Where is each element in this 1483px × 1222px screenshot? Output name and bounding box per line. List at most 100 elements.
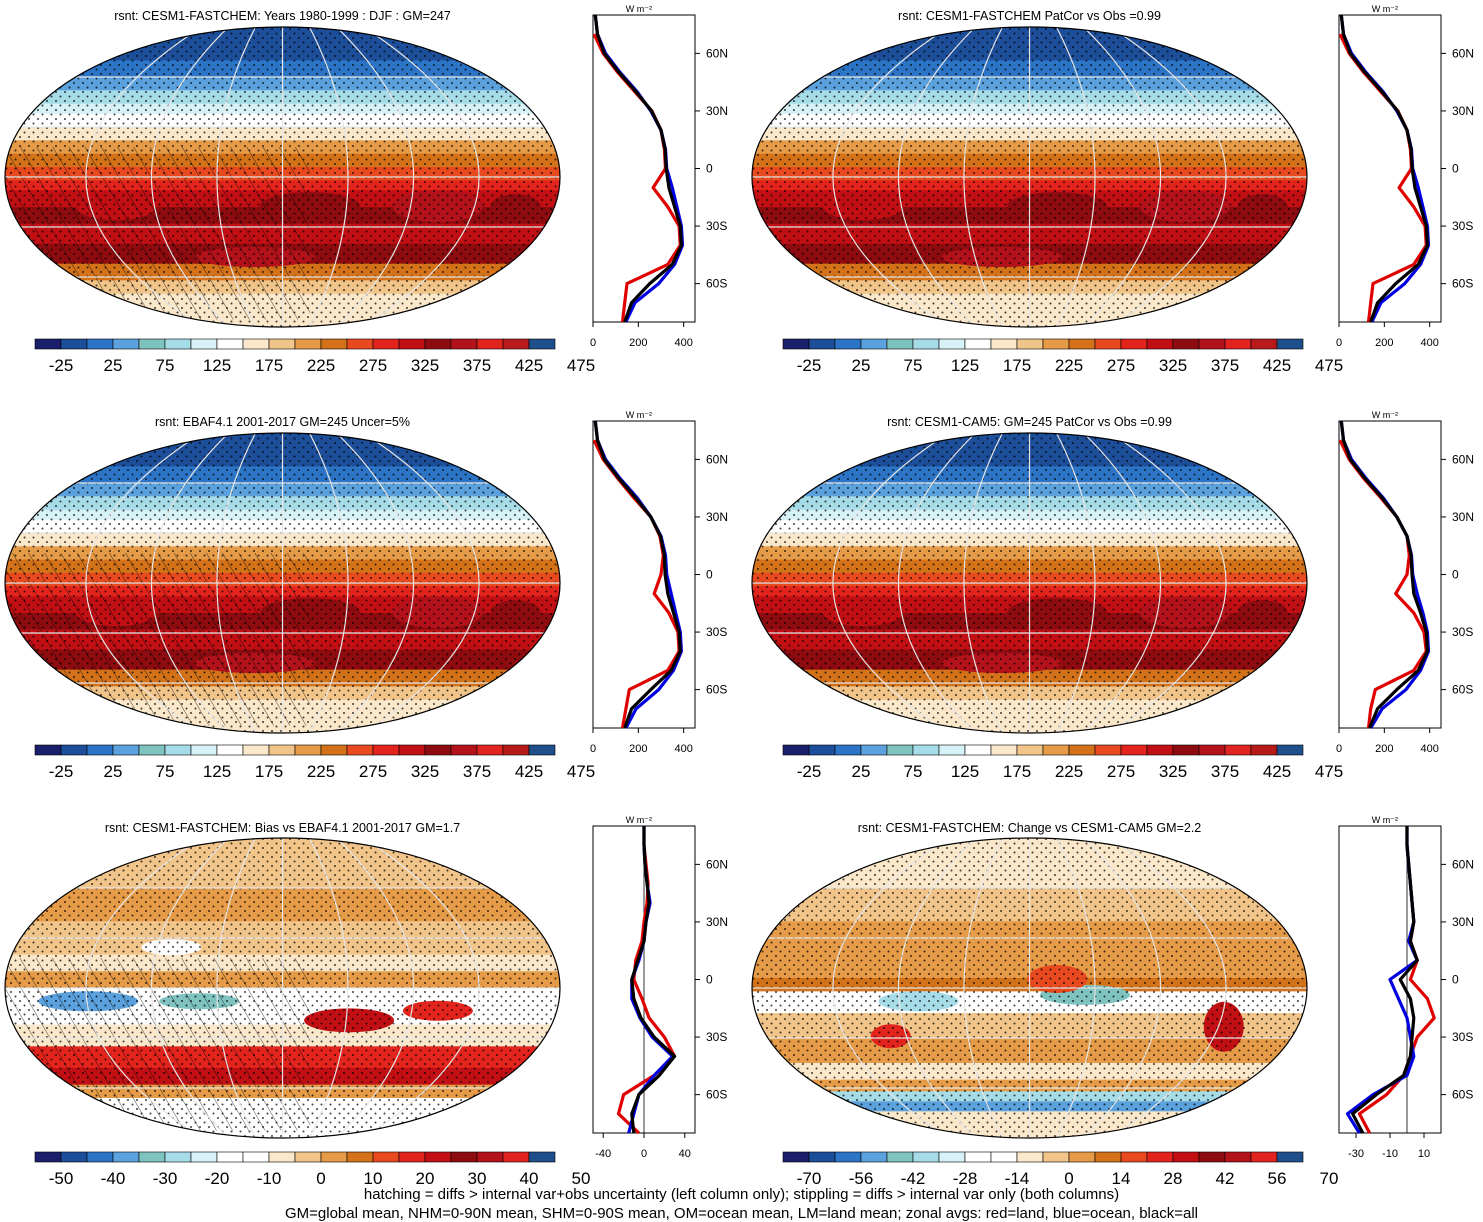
profile-xtick-label: 400 bbox=[674, 337, 692, 349]
colorbar-box bbox=[990, 744, 1018, 756]
colorbar-box bbox=[886, 1151, 914, 1163]
colorbar-label: 275 bbox=[359, 762, 387, 781]
colorbar-box bbox=[964, 744, 992, 756]
colorbar-box bbox=[190, 744, 218, 756]
colorbar-box bbox=[1016, 1151, 1044, 1163]
colorbar-box bbox=[320, 1151, 348, 1163]
profile-frame bbox=[1338, 420, 1442, 729]
map-outline bbox=[4, 837, 561, 1139]
colorbar-box bbox=[912, 338, 940, 350]
graticule-meridian bbox=[832, 27, 949, 327]
colorbar-box bbox=[216, 338, 244, 350]
colorbar-box bbox=[502, 744, 530, 756]
profile-ytick-label: 60N bbox=[1452, 857, 1474, 871]
colorbar-label: 375 bbox=[1211, 762, 1239, 781]
profile-ytick-label: 60S bbox=[706, 277, 727, 291]
graticule-meridian bbox=[897, 433, 976, 733]
colorbar-box bbox=[372, 744, 400, 756]
colorbar-box bbox=[808, 744, 836, 756]
profile-ytick-label: 30S bbox=[706, 625, 727, 639]
colorbar-box bbox=[502, 338, 530, 350]
colorbar-box bbox=[886, 338, 914, 350]
colorbar-label: 30 bbox=[468, 1169, 487, 1188]
colorbar-box bbox=[398, 744, 426, 756]
colorbar-box bbox=[834, 744, 862, 756]
profile-ytick-label: 60S bbox=[1452, 277, 1473, 291]
colorbar-label: 325 bbox=[411, 356, 439, 375]
colorbar-label: -50 bbox=[49, 1169, 74, 1188]
profile-ytick-label: 60S bbox=[1452, 683, 1473, 697]
colorbar-label: 56 bbox=[1268, 1169, 1287, 1188]
colorbar-box bbox=[476, 1151, 504, 1163]
colorbar-box bbox=[1224, 744, 1252, 756]
panel-6: rsnt: CESM1-FASTCHEM: Change vs CESM1-CA… bbox=[751, 815, 1474, 1188]
colorbar-label: 25 bbox=[852, 356, 871, 375]
profile-ytick-label: 60S bbox=[1452, 1088, 1473, 1102]
colorbar-box bbox=[398, 1151, 426, 1163]
map-field bbox=[5, 27, 560, 327]
profile-unit-label: W m⁻² bbox=[626, 815, 652, 825]
profile-ytick-label: 0 bbox=[706, 568, 713, 582]
colorbar-box bbox=[86, 1151, 114, 1163]
colorbar-label: 175 bbox=[1003, 356, 1031, 375]
graticule-meridian bbox=[832, 838, 949, 1138]
colorbar-box bbox=[1198, 1151, 1226, 1163]
colorbar-label: 75 bbox=[904, 762, 923, 781]
colorbar-label: 175 bbox=[255, 356, 283, 375]
map-outline bbox=[4, 26, 561, 328]
panel-4: rsnt: CESM1-CAM5: GM=245 PatCor vs Obs =… bbox=[751, 410, 1474, 781]
profile-xtick-label: 400 bbox=[1420, 743, 1438, 755]
colorbar-label: 475 bbox=[1315, 356, 1343, 375]
colorbar-label: 175 bbox=[1003, 762, 1031, 781]
map-field bbox=[752, 27, 1307, 327]
colorbar-box bbox=[1068, 338, 1096, 350]
graticule-meridian bbox=[216, 27, 257, 327]
colorbar-box bbox=[860, 338, 888, 350]
profile-ytick-label: 60S bbox=[706, 683, 727, 697]
graticule-meridian bbox=[963, 838, 1004, 1138]
graticule-meridian bbox=[363, 433, 480, 733]
colorbar-label: 20 bbox=[416, 1169, 435, 1188]
panel-title: rsnt: CESM1-FASTCHEM: Years 1980-1999 : … bbox=[114, 9, 451, 23]
panel-5: rsnt: CESM1-FASTCHEM: Bias vs EBAF4.1 20… bbox=[4, 815, 728, 1188]
profile-ytick-label: 30S bbox=[706, 1030, 727, 1044]
colorbar-box bbox=[450, 744, 478, 756]
colorbar-box bbox=[782, 338, 810, 350]
colorbar-label: 375 bbox=[1211, 356, 1239, 375]
colorbar-box bbox=[1146, 338, 1174, 350]
profile-xtick-label: 200 bbox=[629, 743, 647, 755]
colorbar-box bbox=[216, 744, 244, 756]
colorbar-box bbox=[964, 338, 992, 350]
colorbar-box bbox=[268, 1151, 296, 1163]
profile-xtick-label: 0 bbox=[590, 743, 596, 755]
colorbar-label: 275 bbox=[1107, 356, 1135, 375]
panel-title: rsnt: CESM1-FASTCHEM: Change vs CESM1-CA… bbox=[858, 821, 1202, 835]
colorbar-box bbox=[528, 744, 556, 756]
colorbar-box bbox=[190, 338, 218, 350]
colorbar-label: 275 bbox=[359, 356, 387, 375]
graticule-meridian bbox=[897, 838, 976, 1138]
colorbar-box bbox=[1198, 338, 1226, 350]
colorbar-box bbox=[268, 744, 296, 756]
panel-title: rsnt: CESM1-CAM5: GM=245 PatCor vs Obs =… bbox=[887, 415, 1172, 429]
colorbar-box bbox=[1120, 338, 1148, 350]
panel-3: rsnt: EBAF4.1 2001-2017 GM=245 Uncer=5% -… bbox=[4, 410, 728, 781]
profile-line-black bbox=[593, 420, 682, 729]
colorbar-box bbox=[1276, 744, 1304, 756]
colorbar-box bbox=[190, 1151, 218, 1163]
colorbar-box bbox=[242, 1151, 270, 1163]
colorbar-label: 0 bbox=[1064, 1169, 1073, 1188]
colorbar-label: -14 bbox=[1005, 1169, 1030, 1188]
profile-ytick-label: 30N bbox=[706, 104, 728, 118]
graticule-meridian bbox=[363, 838, 480, 1138]
colorbar-label: 425 bbox=[1263, 356, 1291, 375]
colorbar-label: -25 bbox=[49, 356, 74, 375]
graticule-meridian bbox=[85, 838, 202, 1138]
graticule-meridian bbox=[216, 433, 257, 733]
profile-line-black bbox=[1339, 420, 1429, 729]
colorbar-label: 14 bbox=[1112, 1169, 1131, 1188]
colorbar-label: 175 bbox=[255, 762, 283, 781]
graticule-meridian bbox=[1110, 433, 1227, 733]
profile-ytick-label: 30N bbox=[1452, 104, 1474, 118]
colorbar-label: -70 bbox=[797, 1169, 822, 1188]
